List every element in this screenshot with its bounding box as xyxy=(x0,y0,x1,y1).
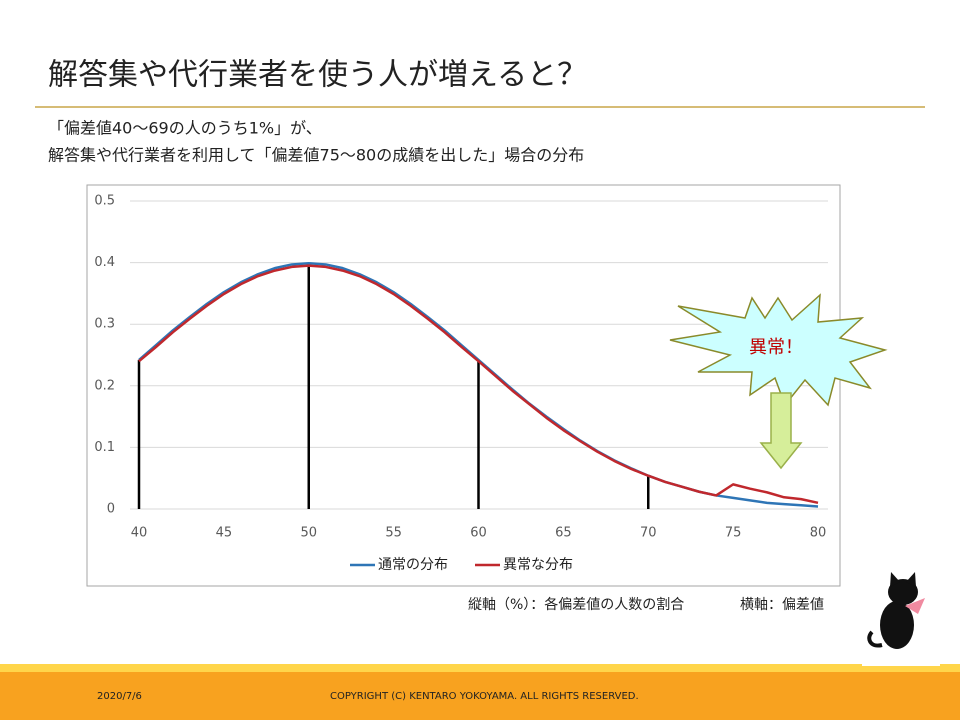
x-tick-label: 80 xyxy=(810,526,827,541)
cat-icon xyxy=(862,566,940,666)
legend-label: 通常の分布 xyxy=(378,557,448,573)
axis-note: 横軸：偏差値 xyxy=(740,597,824,613)
arrow xyxy=(759,392,803,470)
footer-date: 2020/7/6 xyxy=(97,691,142,702)
subtitle: 「偏差値40～69の人のうち1%」が、 xyxy=(48,119,322,138)
y-tick-label: 0.1 xyxy=(94,440,115,455)
x-tick-label: 70 xyxy=(640,526,657,541)
y-tick-label: 0 xyxy=(107,502,115,517)
x-tick-label: 75 xyxy=(725,526,742,541)
x-tick-label: 45 xyxy=(216,526,233,541)
x-tick-label: 50 xyxy=(300,526,317,541)
y-tick-label: 0.3 xyxy=(94,317,115,332)
annotation: 異常！ xyxy=(749,337,803,358)
x-tick-label: 40 xyxy=(131,526,148,541)
slide-title: 解答集や代行業者を使う人が増えると？ xyxy=(48,58,587,93)
y-tick-label: 0.2 xyxy=(94,378,115,393)
x-tick-label: 55 xyxy=(385,526,402,541)
y-tick-label: 0.4 xyxy=(94,255,115,270)
y-tick-label: 0.5 xyxy=(94,194,115,209)
x-tick-label: 60 xyxy=(470,526,487,541)
subtitle: 解答集や代行業者を利用して「偏差値75～80の成績を出した」場合の分布 xyxy=(48,146,584,165)
series-line xyxy=(138,264,819,505)
footer-copyright: COPYRIGHT (C) KENTARO YOKOYAMA. ALL RIGH… xyxy=(330,691,639,702)
footer xyxy=(0,672,960,720)
legend-label: 異常な分布 xyxy=(503,557,573,573)
x-tick-label: 65 xyxy=(555,526,572,541)
axis-note: 縦軸（%）：各偏差値の人数の割合 xyxy=(468,596,684,613)
footer-stripe xyxy=(0,664,960,672)
